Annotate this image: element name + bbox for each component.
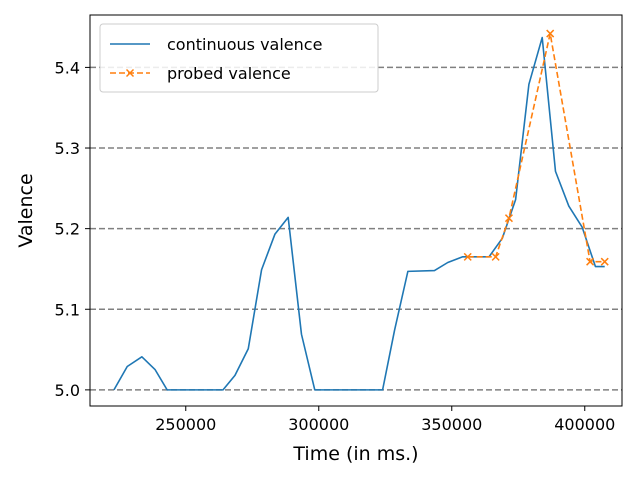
legend: continuous valence probed valence (99, 23, 379, 93)
data-point-probed-valence (586, 257, 595, 266)
x-tick-label: 350000 (421, 415, 482, 434)
x-axis-ticks: 250000 300000 350000 400000 (155, 406, 615, 434)
x-tick-label: 250000 (155, 415, 216, 434)
y-tick-label: 5.2 (55, 220, 80, 239)
legend-label-probed-valence: probed valence (167, 64, 291, 83)
y-tick-label: 5.4 (55, 58, 80, 77)
y-tick-label: 5.3 (55, 139, 80, 158)
series-line-probed-valence (467, 32, 605, 263)
legend-box (99, 23, 379, 93)
y-tick-label: 5.1 (55, 300, 80, 319)
data-point-probed-valence (546, 29, 555, 38)
x-tick-label: 300000 (288, 415, 349, 434)
series-layer (113, 29, 609, 391)
x-tick-label: 400000 (554, 415, 615, 434)
x-axis-label: Time (in ms.) (292, 443, 418, 465)
data-point-probed-valence (491, 252, 500, 261)
y-axis-label: Valence (15, 173, 37, 247)
data-point-probed-valence (600, 257, 609, 266)
plot-frame (89, 14, 623, 407)
data-point-probed-valence (463, 252, 472, 261)
legend-x-marker (125, 68, 135, 78)
series-line-continuous-valence (113, 36, 605, 391)
legend-label-continuous-valence: continuous valence (167, 35, 322, 54)
data-point-probed-valence (504, 214, 513, 223)
y-tick-label: 5.0 (55, 381, 80, 400)
y-axis-ticks: 5.0 5.1 5.2 5.3 5.4 (55, 58, 90, 400)
legend-marker-probed-valence (125, 68, 135, 78)
grid-lines (90, 66, 622, 391)
